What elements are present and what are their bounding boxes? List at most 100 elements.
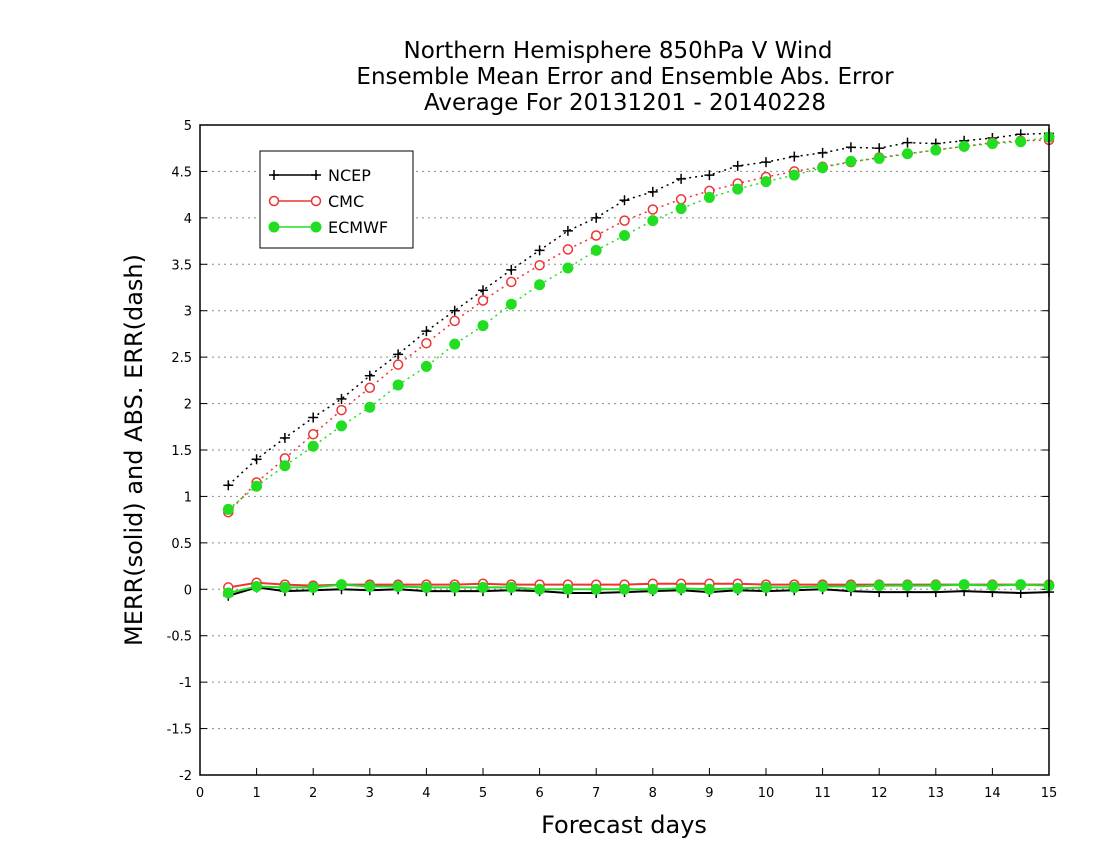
abs-error-point-ncep [421, 326, 432, 337]
abs-error-point-ecmwf [590, 244, 602, 256]
x-tick-label: 1 [252, 786, 260, 801]
abs-error-point-ncep [478, 285, 488, 296]
y-tick-label: 1 [184, 490, 192, 505]
chart-title: Northern Hemisphere 850hPa V Wind Ensemb… [356, 38, 894, 116]
mean-error-point-ecmwf [562, 583, 574, 595]
abs-error-point-cmc [647, 204, 659, 215]
abs-error-point-ecmwf [505, 298, 517, 310]
y-tick-label: 0.5 [171, 537, 192, 552]
x-tick-label: 5 [479, 786, 487, 801]
abs-error-point-ecmwf [647, 215, 659, 227]
abs-error-point-ncep [279, 432, 290, 443]
chart-title-line-3: Average For 20131201 - 20140228 [424, 90, 826, 116]
legend-label-ncep: NCEP [328, 166, 371, 185]
legend-marker-cmc [310, 195, 322, 207]
abs-error-point-ncep [619, 195, 630, 206]
mean-error-point-ecmwf [336, 579, 347, 591]
abs-error-point-ncep [902, 137, 913, 148]
abs-error-point-cmc [392, 359, 404, 370]
mean-error-point-ecmwf [619, 583, 630, 595]
abs-error-point-ncep [336, 393, 347, 404]
x-tick-label: 8 [649, 786, 657, 801]
abs-error-point-ncep [676, 173, 687, 184]
x-tick-label: 15 [1041, 786, 1058, 801]
y-axis-title: MERR(solid) and ABS. ERR(dash) [120, 254, 148, 646]
x-tick-label: 3 [366, 786, 374, 801]
x-tick-label: 13 [928, 786, 945, 801]
abs-error-point-ncep [223, 480, 234, 491]
mean-error-point-ecmwf [364, 581, 376, 592]
mean-error-point-ecmwf [845, 581, 857, 592]
legend-label-cmc: CMC [328, 192, 364, 211]
data-series [222, 128, 1055, 601]
abs-error-point-ecmwf [675, 203, 687, 215]
chart-title-line-1: Northern Hemisphere 850hPa V Wind [404, 38, 833, 64]
abs-error-point-ncep [647, 186, 658, 197]
mean-error-point-ecmwf [732, 582, 744, 594]
abs-error-point-ncep [534, 245, 545, 256]
abs-error-point-cmc [562, 244, 574, 255]
abs-error-point-cmc [619, 215, 630, 226]
abs-error-point-ecmwf [477, 320, 489, 332]
mean-error-point-ecmwf [534, 583, 546, 595]
y-tick-label: 3.5 [171, 258, 192, 273]
mean-error-point-ecmwf [392, 581, 404, 592]
legend-item-ecmwf: ECMWF [268, 218, 388, 237]
x-axis-title: Forecast days [541, 811, 707, 839]
abs-error-point-ecmwf [251, 480, 263, 492]
mean-error-point-ecmwf [817, 581, 829, 592]
x-tick-label: 4 [422, 786, 430, 801]
abs-error-point-ncep [562, 225, 573, 236]
abs-error-point-ecmwf [902, 148, 913, 160]
abs-error-point-ecmwf [845, 155, 857, 167]
abs-error-point-cmc [421, 337, 432, 349]
abs-error-point-cmc [477, 295, 489, 306]
legend-marker-cmc [268, 195, 280, 207]
chart-title-line-2: Ensemble Mean Error and Ensemble Abs. Er… [356, 64, 894, 90]
abs-error-point-ncep [761, 157, 771, 168]
abs-error-point-ecmwf [534, 279, 546, 291]
abs-error-point-ecmwf [703, 191, 715, 203]
y-tick-label: -1 [179, 676, 192, 691]
mean-error-point-ecmwf [986, 580, 998, 592]
abs-error-point-ecmwf [307, 440, 319, 452]
mean-error-point-ecmwf [505, 581, 517, 593]
y-tick-label: -0.5 [167, 630, 192, 645]
abs-error-point-ncep [251, 454, 262, 465]
abs-error-point-cmc [590, 230, 602, 241]
plot-area-frame [199, 124, 1050, 776]
legend-label-ecmwf: ECMWF [328, 218, 388, 237]
y-axis-ticks: -2 -1.5 -1 -0.5 0 0.5 1 1.5 2 2.5 3 3.5 4 4.5 5 [167, 119, 1049, 784]
y-tick-label: -2 [179, 769, 192, 784]
y-tick-label: -1.5 [167, 723, 192, 738]
abs-error-point-ecmwf [1015, 136, 1027, 148]
abs-error-point-ecmwf [222, 503, 234, 515]
abs-error-point-cmc [506, 276, 517, 288]
abs-error-point-ecmwf [958, 140, 970, 152]
mean-error-point-ecmwf [958, 579, 970, 591]
x-tick-label: 11 [814, 786, 831, 801]
y-tick-label: 1.5 [171, 444, 192, 459]
mean-error-point-ecmwf [902, 580, 913, 592]
abs-error-point-ecmwf [392, 379, 404, 391]
abs-error-point-ncep [591, 212, 602, 223]
y-tick-label: 3 [184, 305, 192, 320]
abs-error-point-ecmwf [930, 144, 942, 156]
legend-marker-ecmwf [268, 221, 280, 233]
x-axis-ticks: 0 1 2 3 4 5 6 7 8 9 10 11 12 13 14 15 [196, 768, 1057, 801]
mean-error-point-ecmwf [1015, 579, 1027, 591]
abs-error-point-ncep [308, 412, 319, 423]
abs-error-point-cmc [307, 428, 319, 440]
abs-error-point-cmc [534, 259, 545, 271]
abs-error-point-ncep [874, 143, 885, 154]
abs-error-point-ecmwf [760, 176, 772, 188]
y-tick-label: 2 [184, 398, 192, 413]
abs-error-point-ncep [704, 170, 715, 181]
abs-error-point-cmc [336, 404, 347, 416]
abs-error-point-ncep [449, 305, 460, 316]
legend-items: NCEP CMC ECMWF [268, 166, 388, 237]
abs-error-point-ecmwf [449, 338, 461, 350]
mean-error-point-ecmwf [930, 580, 942, 592]
abs-error-point-ncep [506, 264, 517, 275]
